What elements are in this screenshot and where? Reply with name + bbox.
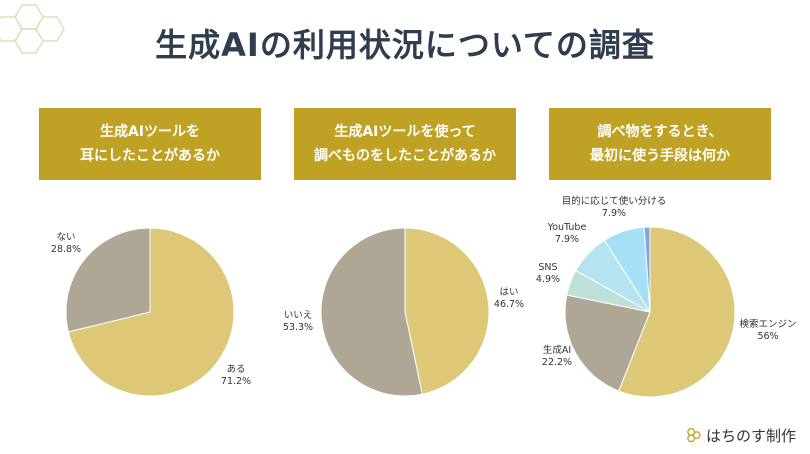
chart-1-title-line-2: 耳にしたことがあるか (80, 148, 220, 164)
footer-brand: はちのす制作 (684, 425, 796, 446)
chart-1-header: 生成AIツールを 耳にしたことがあるか (39, 108, 261, 180)
chart-2-label-2: いいえ 53.3% (283, 310, 313, 333)
chart-3-slice-2 (564, 294, 651, 392)
chart-3-label-4: YouTube 7.9% (547, 222, 587, 245)
chart-2-header: 生成AIツールを使って 調べものをしたことがあるか (294, 108, 516, 180)
chart-3-label-3: SNS 4.9% (536, 262, 560, 285)
chart-3-slice-1 (618, 226, 736, 398)
chart-1-label-2: ない 28.8% (51, 232, 81, 255)
chart-1-slice-1 (67, 227, 235, 397)
chart-3-title-line-2: 最初に使う手段は何か (590, 148, 730, 164)
page-title: 生成AIの利用状況についての調査 (155, 26, 655, 64)
chart-2-title-line-2: 調べものをしたことがあるか (314, 148, 496, 164)
honeycomb-icon (686, 427, 701, 442)
chart-2-title-line-1: 生成AIツールを使って (334, 124, 476, 140)
chart-1-title-line-1: 生成AIツールを (99, 124, 201, 140)
chart-3-slice-6 (643, 226, 651, 313)
chart-3-title-line-1: 調べ物をするとき、 (597, 124, 723, 140)
chart-3-label-1: 検索エンジン 56% (739, 318, 796, 342)
chart-2-label-1: はい 46.7% (494, 287, 524, 310)
chart-3-label-5: 目的に応じて使い分ける 7.9% (562, 195, 667, 219)
chart-1-slice-2 (65, 227, 151, 333)
chart-2-slice-2 (320, 227, 423, 397)
chart-1-label-1: ある 71.2% (221, 364, 251, 387)
chart-3-label-2: 生成AI 22.2% (542, 344, 572, 368)
honeycomb-decoration-icon (0, 4, 65, 54)
chart-3-header: 調べ物をするとき、 最初に使う手段は何か (549, 108, 771, 180)
brand-name: はちのす制作 (705, 427, 796, 445)
chart-2-slice-1 (404, 227, 490, 395)
